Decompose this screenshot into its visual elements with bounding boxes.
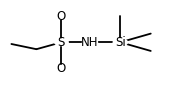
Text: Si: Si <box>115 36 126 49</box>
Text: O: O <box>57 62 66 75</box>
Circle shape <box>56 14 67 19</box>
Circle shape <box>82 39 98 46</box>
Circle shape <box>113 39 127 46</box>
Text: O: O <box>57 10 66 23</box>
Circle shape <box>55 39 68 46</box>
Text: S: S <box>58 36 65 49</box>
Circle shape <box>56 65 67 71</box>
Text: NH: NH <box>81 36 99 49</box>
